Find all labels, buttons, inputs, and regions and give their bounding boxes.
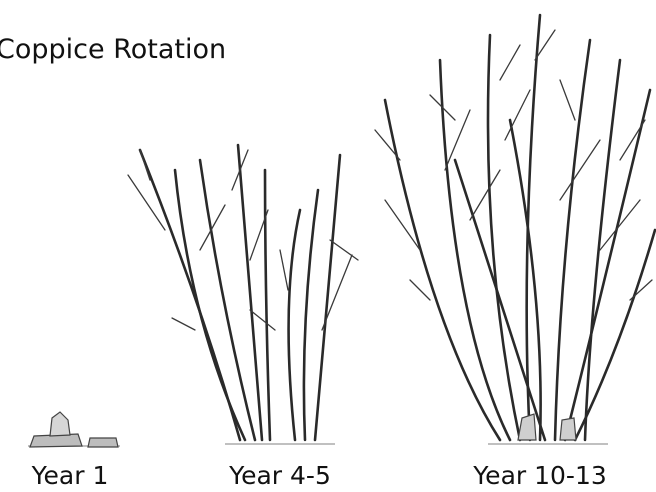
stumps: [28, 412, 120, 447]
stem: [455, 160, 545, 440]
stump: [518, 414, 536, 440]
stem: [385, 100, 500, 440]
stem: [238, 145, 262, 440]
stem: [140, 150, 240, 440]
stem: [289, 210, 300, 440]
stem: [555, 40, 590, 440]
stem: [315, 155, 340, 440]
stage-label: Year 4-5: [228, 461, 331, 490]
stem: [488, 35, 520, 440]
stage-label: Year 10-13: [472, 461, 607, 490]
young-coppice: [128, 145, 358, 444]
stump: [88, 438, 118, 447]
stem: [304, 190, 318, 440]
title: Coppice Rotation: [0, 34, 226, 65]
mature-coppice: [375, 15, 655, 444]
stage-label: Year 1: [31, 461, 109, 490]
stem: [510, 120, 541, 440]
stump: [50, 412, 70, 436]
illustration: Coppice Rotation Year 1 Y: [0, 0, 656, 492]
twigs: [128, 150, 358, 330]
stump: [560, 418, 576, 440]
stem: [175, 170, 245, 440]
stem: [440, 60, 510, 440]
